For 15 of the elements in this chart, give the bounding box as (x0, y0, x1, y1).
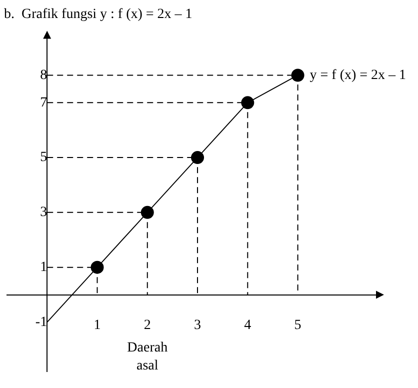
y-tick-label: 1 (40, 260, 48, 275)
annotation: y = f (x) = 2x – 1 (310, 68, 406, 83)
y-tick-label: -1 (35, 314, 48, 330)
y-tick-label: 7 (40, 95, 48, 110)
x-tick-label: 3 (194, 318, 202, 333)
y-tick-label: 5 (40, 150, 48, 166)
x-axis-title: Daerah asal (127, 340, 168, 374)
x-tick-label: 4 (244, 318, 252, 333)
x-tick-label: 5 (294, 318, 302, 333)
x-tick-label: 1 (94, 318, 101, 333)
point (291, 68, 304, 82)
y-tick-label: 8 (40, 68, 48, 83)
chart-title: b. Grafik fungsi y : f (x) = 2x – 1 (4, 7, 192, 22)
y-tick-label: 3 (40, 205, 48, 220)
x-tick-label: 2 (144, 318, 151, 333)
